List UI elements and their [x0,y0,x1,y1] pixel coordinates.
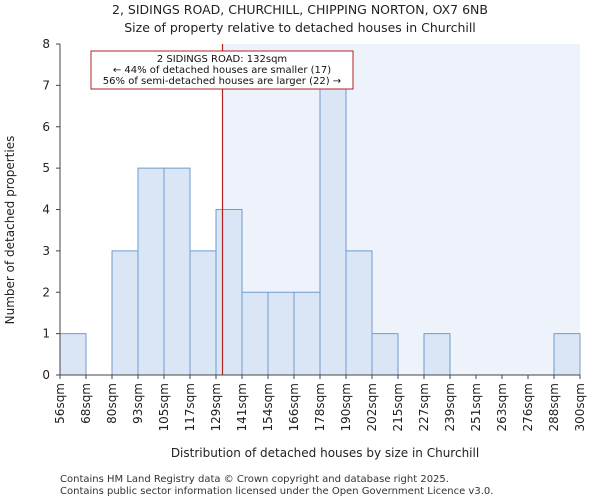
footer-line-1: Contains HM Land Registry data © Crown c… [60,474,449,485]
annotation-line-1: 2 SIDINGS ROAD: 132sqm [157,54,287,65]
bar-227sqm [423,333,451,376]
y-tick-label: 3 [42,244,50,258]
annotation-box [90,50,354,90]
y-tick-label: 6 [42,120,50,134]
bar-80sqm [111,250,139,376]
y-tick-label: 7 [42,78,50,92]
bar-154sqm [267,291,295,376]
x-tick-label: 263sqm [495,383,509,431]
bar-129sqm [215,209,243,376]
x-tick-label: 141sqm [235,383,249,431]
x-tick-label: 68sqm [79,383,93,424]
x-tick-label: 215sqm [391,383,405,431]
x-tick-label: 80sqm [105,383,119,424]
y-tick-label: 5 [42,161,50,175]
y-tick-label: 0 [42,368,50,382]
annotation-line-3: 56% of semi-detached houses are larger (… [103,76,341,87]
x-tick-label: 117sqm [183,383,197,431]
bar-93sqm [137,167,165,376]
bar-190sqm [345,250,373,376]
x-tick-label: 178sqm [313,383,327,431]
bar-166sqm [293,291,321,376]
chart-title: 2, SIDINGS ROAD, CHURCHILL, CHIPPING NOR… [112,2,488,17]
y-tick-label: 4 [42,203,50,217]
marker-annotation: 2 SIDINGS ROAD: 132sqm ← 44% of detached… [90,50,354,90]
y-tick-label: 8 [42,37,50,51]
footer-line-2: Contains public sector information licen… [60,486,493,497]
bar-288sqm [553,333,581,376]
y-tick-label: 2 [42,285,50,299]
x-tick-label: 251sqm [469,383,483,431]
x-tick-label: 300sqm [573,383,587,431]
y-tick-label: 1 [42,327,50,341]
x-tick-label: 227sqm [417,383,431,431]
x-tick-label: 93sqm [131,383,145,424]
x-tick-label: 239sqm [443,383,457,431]
bar-141sqm [241,291,269,376]
bar-178sqm [319,84,347,376]
bar-117sqm [189,250,217,376]
x-tick-label: 105sqm [157,383,171,431]
x-tick-label: 56sqm [53,383,67,424]
x-tick-label: 276sqm [521,383,535,431]
annotation-line-2: ← 44% of detached houses are smaller (17… [113,65,331,76]
bar-105sqm [163,167,191,376]
x-tick-label: 288sqm [547,383,561,431]
x-tick-label: 190sqm [339,383,353,431]
x-tick-label: 129sqm [209,383,223,431]
x-axis-label: Distribution of detached houses by size … [171,446,479,460]
bar-56sqm [59,333,87,376]
chart-subtitle: Size of property relative to detached ho… [124,20,476,35]
x-tick-label: 202sqm [365,383,379,431]
x-tick-label: 154sqm [261,383,275,431]
bar-202sqm [371,333,399,376]
x-tick-label: 166sqm [287,383,301,431]
y-axis-label: Number of detached properties [3,136,17,325]
